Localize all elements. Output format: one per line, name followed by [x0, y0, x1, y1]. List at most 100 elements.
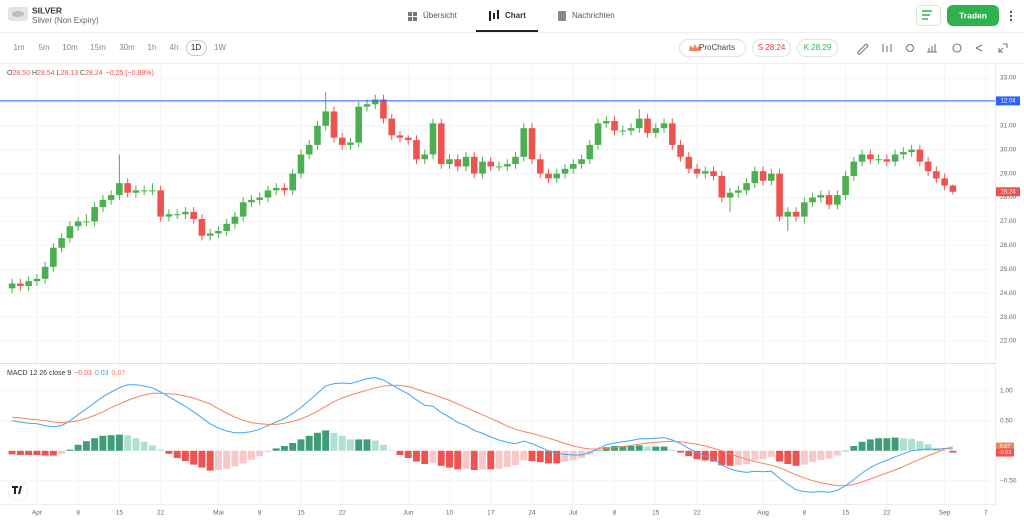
- candle-body: [33, 278, 41, 282]
- histogram-bar: [635, 445, 643, 451]
- histogram-bar: [33, 450, 41, 455]
- histogram-bar: [165, 450, 173, 454]
- candle-body: [41, 266, 49, 279]
- timeframe[interactable]: 10m: [62, 43, 78, 52]
- timeframe[interactable]: 5m: [38, 43, 49, 52]
- series-label: 0.07: [1000, 444, 1011, 450]
- histogram-bar: [578, 450, 585, 458]
- candle-body: [446, 159, 453, 165]
- buy-button[interactable]: K 28.29: [797, 39, 838, 57]
- candle-body: [74, 221, 82, 227]
- candle-body: [602, 120, 610, 124]
- indicator-icon[interactable]: [882, 44, 892, 52]
- sell-button[interactable]: S 28.24: [752, 39, 791, 57]
- histogram-bar: [734, 450, 742, 466]
- candle-body: [413, 140, 420, 160]
- histogram-bar: [124, 435, 132, 451]
- candle-body: [594, 123, 602, 145]
- chart-type-icon[interactable]: [927, 44, 937, 53]
- timeframe-selected: [186, 40, 207, 56]
- y-tick-label: 26.00: [1000, 242, 1017, 249]
- button-frame: [752, 39, 791, 57]
- x-tick-label: Apr: [32, 510, 43, 517]
- timeframe[interactable]: 4h: [170, 43, 179, 52]
- tab[interactable]: Chart: [476, 10, 538, 32]
- add-icon[interactable]: [952, 43, 962, 53]
- candle-body: [248, 199, 255, 203]
- timeframe[interactable]: 15m: [90, 43, 106, 52]
- tool-icons: [857, 43, 1008, 55]
- macd-legend: MACD 12 26 close 9 −0.03 0.03 0.07: [7, 370, 125, 377]
- histogram-bar: [916, 441, 924, 451]
- candle-body: [107, 195, 115, 200]
- histogram-bar: [487, 450, 495, 470]
- dot: [1009, 14, 1013, 18]
- draw-icon[interactable]: [857, 43, 869, 55]
- y-tick-label: −0.50: [1000, 478, 1017, 485]
- candle-body: [264, 190, 272, 198]
- candle-body: [660, 123, 668, 129]
- timeframes: 1m 5m 10m 15m 30m 1h 4h 1D 1W: [13, 43, 226, 52]
- last-price-label: 28.24: [1000, 189, 1016, 195]
- histogram-bar: [545, 450, 552, 464]
- candle-body: [768, 173, 775, 181]
- x-tick-label: 7: [984, 510, 988, 517]
- histogram-bar: [239, 450, 247, 464]
- histogram-bar: [148, 445, 156, 451]
- histogram-bar: [322, 430, 330, 451]
- candle-body: [916, 149, 924, 162]
- plot: Apr 8 15 22 Mai 8 15 22 Jun 10 17 24 Jul 8 15 22 Aug 8 15 2…: [0, 66, 1020, 517]
- legend-value: 28.13: [60, 70, 78, 77]
- procharts-button[interactable]: ProCharts: [679, 39, 746, 57]
- histogram-bar: [355, 439, 363, 451]
- tab-icon: [413, 17, 417, 21]
- candle-body: [223, 223, 230, 231]
- candle-body: [858, 154, 866, 162]
- y-tick-label: 1.00: [1000, 388, 1013, 395]
- macd-line: [12, 377, 953, 493]
- tab[interactable]: Nachrichten: [558, 11, 615, 21]
- histogram-bar: [470, 450, 478, 470]
- candle-body: [470, 156, 478, 174]
- timeframe[interactable]: 1W: [214, 43, 226, 52]
- candle-body: [842, 175, 849, 196]
- timeframe[interactable]: 1D: [191, 43, 201, 52]
- button-label: S 28.24: [758, 43, 786, 52]
- timeframe[interactable]: 1h: [148, 43, 157, 52]
- candle-body: [338, 137, 346, 145]
- candle-body: [900, 152, 907, 155]
- candle-body: [116, 183, 123, 196]
- tab-icon: [413, 12, 417, 16]
- histogram-bar: [644, 446, 652, 451]
- fullscreen-icon[interactable]: [998, 43, 1008, 53]
- logo-mark: [12, 11, 24, 17]
- candle-body: [99, 199, 107, 208]
- candle-body: [487, 161, 495, 167]
- candle-body: [792, 211, 800, 217]
- candle-body: [429, 123, 437, 155]
- watchlist-button[interactable]: [916, 5, 941, 26]
- timeframe[interactable]: 1m: [13, 43, 24, 52]
- y-tick-label: 0.50: [1000, 418, 1013, 425]
- x-tick-label: 8: [613, 510, 617, 517]
- share-icon[interactable]: [975, 44, 983, 52]
- button-frame: [797, 39, 838, 57]
- menu-button[interactable]: [1009, 10, 1013, 22]
- histogram-bar: [883, 438, 891, 451]
- candle-body: [281, 187, 288, 191]
- settings-icon[interactable]: [905, 43, 915, 53]
- candle-body: [850, 161, 858, 176]
- candle-body: [396, 135, 404, 138]
- x-tick-label: 15: [116, 510, 124, 517]
- timeframe[interactable]: 30m: [119, 43, 135, 52]
- histogram-bar: [718, 450, 726, 466]
- candle-body: [50, 247, 57, 267]
- histogram-bar: [66, 449, 74, 451]
- dot: [1009, 10, 1013, 14]
- tab[interactable]: Übersicht: [408, 11, 458, 21]
- histogram-bar: [512, 450, 519, 466]
- tradingview-logo: [7, 479, 29, 501]
- trade-button[interactable]: Traden: [947, 5, 999, 26]
- histogram-bar: [256, 450, 264, 457]
- x-tick-label: 22: [693, 510, 701, 517]
